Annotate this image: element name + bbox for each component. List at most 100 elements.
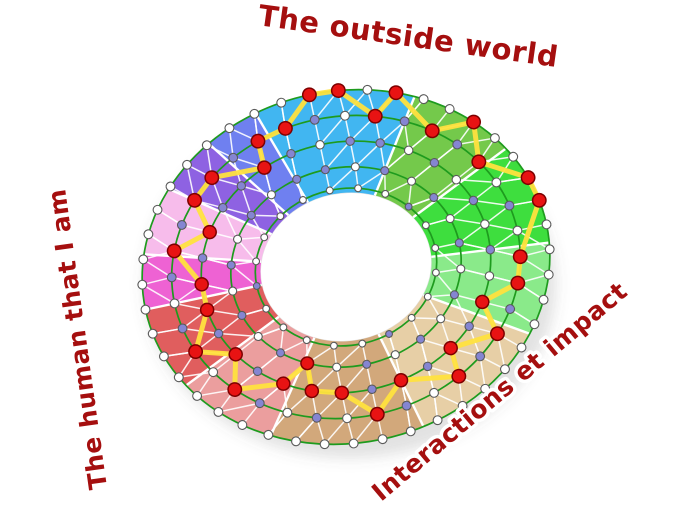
path-node[interactable] [334,385,350,401]
grid-node[interactable] [236,181,247,191]
grid-node[interactable] [173,372,184,383]
grid-node[interactable] [380,166,390,176]
grid-node[interactable] [464,321,474,332]
path-node[interactable] [367,108,383,124]
grid-node[interactable] [208,367,219,378]
grid-node[interactable] [358,339,367,348]
grid-node[interactable] [508,151,519,162]
path-node[interactable] [443,340,458,356]
grid-node[interactable] [177,323,188,334]
path-node[interactable] [257,160,272,175]
grid-node[interactable] [254,398,265,409]
path-node[interactable] [301,87,317,103]
grid-node[interactable] [275,348,286,358]
path-node[interactable] [187,192,203,208]
path-node[interactable] [471,154,487,170]
grid-node[interactable] [319,439,330,450]
grid-node[interactable] [375,138,385,148]
grid-node[interactable] [480,383,491,394]
grid-node[interactable] [309,114,320,125]
grid-node[interactable] [263,429,274,440]
grid-node[interactable] [332,362,342,372]
grid-node[interactable] [169,298,180,309]
grid-node[interactable] [192,390,203,401]
grid-node[interactable] [367,384,377,394]
path-node[interactable] [188,344,204,360]
grid-node[interactable] [429,157,440,168]
path-node[interactable] [510,275,526,291]
grid-node[interactable] [381,189,390,198]
grid-node[interactable] [176,220,187,230]
grid-node[interactable] [232,234,243,244]
path-node[interactable] [489,326,505,342]
path-node[interactable] [300,356,315,371]
path-node[interactable] [166,243,182,259]
grid-node[interactable] [362,359,372,369]
grid-node[interactable] [500,364,510,375]
path-node[interactable] [520,170,536,186]
grid-node[interactable] [266,190,276,200]
grid-node[interactable] [253,331,263,342]
grid-node[interactable] [468,195,479,206]
grid-node[interactable] [237,310,247,320]
grid-node[interactable] [298,196,307,204]
grid-node[interactable] [342,413,352,424]
path-node[interactable] [512,249,528,265]
path-node[interactable] [424,123,440,139]
grid-node[interactable] [480,219,490,229]
grid-node[interactable] [407,313,416,322]
grid-node[interactable] [152,204,163,215]
grid-node[interactable] [286,148,296,159]
path-node[interactable] [330,83,346,99]
grid-node[interactable] [252,282,261,290]
grid-node[interactable] [292,174,302,184]
path-node[interactable] [199,302,215,318]
sector-purple[interactable] [161,130,291,253]
grid-node[interactable] [423,292,432,301]
grid-node[interactable] [445,214,455,224]
grid-node[interactable] [504,200,515,211]
grid-node[interactable] [431,268,440,277]
grid-node[interactable] [237,420,248,430]
grid-node[interactable] [182,159,192,170]
grid-node[interactable] [489,133,500,144]
grid-node[interactable] [166,272,177,283]
grid-node[interactable] [449,290,460,300]
grid-node[interactable] [454,238,464,248]
grid-node[interactable] [262,304,271,313]
path-node[interactable] [276,376,291,391]
grid-node[interactable] [302,336,311,345]
path-node[interactable] [369,406,385,422]
grid-node[interactable] [543,269,554,280]
grid-node[interactable] [201,140,212,151]
grid-node[interactable] [249,108,260,119]
sector-red[interactable] [145,283,288,391]
grid-node[interactable] [143,229,154,240]
grid-node[interactable] [291,436,301,447]
grid-node[interactable] [422,361,433,372]
grid-node[interactable] [329,341,338,350]
grid-node[interactable] [444,104,455,114]
grid-node[interactable] [260,233,269,242]
grid-node[interactable] [311,412,322,423]
sector-salmon[interactable] [176,310,332,450]
path-node[interactable] [194,277,209,292]
path-node[interactable] [451,368,467,384]
path-node[interactable] [277,120,293,136]
grid-node[interactable] [218,202,228,213]
grid-node[interactable] [516,342,527,353]
grid-node[interactable] [246,210,256,220]
grid-node[interactable] [147,328,158,339]
grid-node[interactable] [541,219,552,230]
grid-node[interactable] [385,330,394,338]
grid-node[interactable] [401,400,412,411]
path-node[interactable] [304,383,320,399]
grid-node[interactable] [429,192,439,203]
grid-node[interactable] [431,244,440,252]
path-node[interactable] [204,170,220,186]
grid-node[interactable] [362,84,373,95]
grid-node[interactable] [340,110,350,121]
grid-node[interactable] [403,145,414,156]
path-node[interactable] [388,85,404,101]
grid-node[interactable] [282,407,293,418]
